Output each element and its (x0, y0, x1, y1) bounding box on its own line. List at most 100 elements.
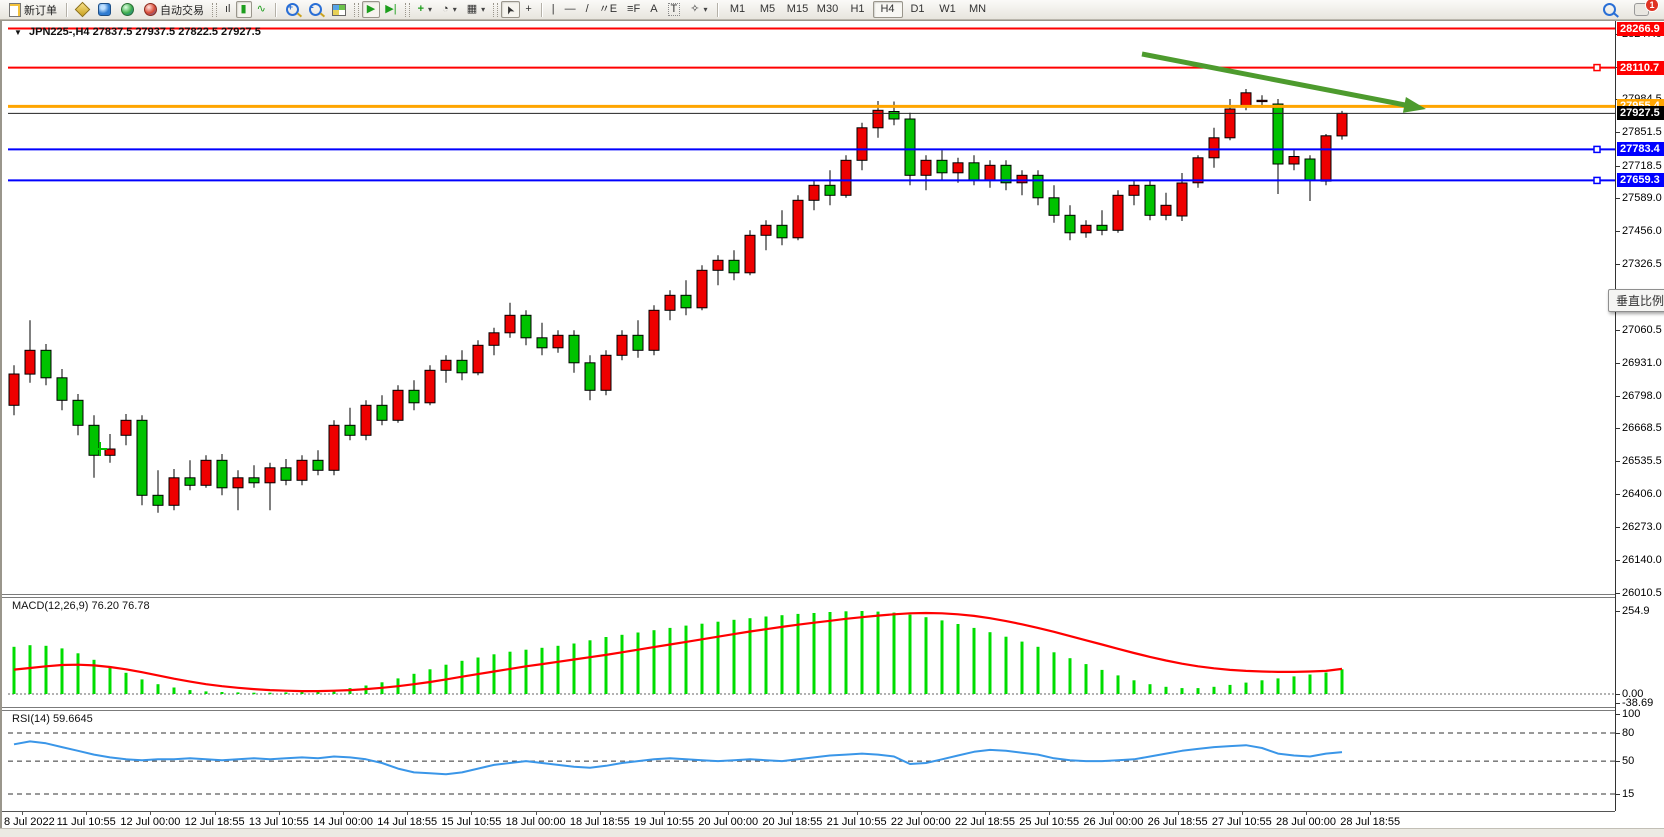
template-icon: ▦ (466, 3, 478, 15)
search-button[interactable] (1598, 1, 1621, 18)
axis-tick (1616, 560, 1620, 562)
cursor-tool-button[interactable]: ➤ (501, 1, 521, 18)
new-order-button[interactable]: 新订单 (4, 1, 62, 18)
price-tick-label: 27456.0 (1622, 225, 1662, 238)
autotrading-label: 自动交易 (160, 4, 204, 17)
time-label: 22 Jul 18:55 (955, 816, 1015, 828)
timeframe-button-mn[interactable]: MN (968, 3, 987, 15)
new-order-icon (9, 2, 21, 17)
time-label: 21 Jul 10:55 (826, 816, 887, 828)
axis-tick (1616, 263, 1620, 265)
signals-button[interactable] (116, 1, 139, 18)
zoom-in-button[interactable]: + (281, 1, 304, 18)
fibonacci-tool-button[interactable]: ≡F (622, 1, 645, 18)
time-axis-tick (985, 812, 986, 815)
time-axis-tick (150, 812, 152, 815)
line-chart-button[interactable]: ∿ (252, 1, 271, 18)
chart-shift-button[interactable]: ▶| (380, 1, 401, 18)
time-axis-tick (22, 812, 23, 815)
main-toolbar: 新订单 自动交易 ıl ▮ ∿ + - ▶ ▶| + ▾ ◔ ▾ ▦ ▾ ➤ + | … (0, 0, 1664, 20)
symbols-button[interactable] (72, 1, 93, 18)
price-axis[interactable]: 28247.028114.027984.527851.527718.527589… (1615, 21, 1664, 811)
axis-tick (1616, 761, 1620, 763)
timeframe-button-m15[interactable]: M15 (786, 3, 809, 15)
auto-scroll-button[interactable]: ▶ (361, 1, 381, 18)
time-label: 12 Jul 18:55 (184, 816, 245, 828)
time-axis-tick (214, 812, 216, 815)
time-axis-tick (664, 812, 665, 815)
time-label: 18 Jul 00:00 (505, 816, 566, 828)
price-tick-label: 26535.5 (1622, 455, 1662, 468)
chevron-down-icon: ▾ (703, 5, 708, 14)
axis-tick (1616, 493, 1620, 495)
time-axis-tick (599, 812, 601, 815)
price-tick-label: 26668.5 (1622, 422, 1662, 435)
toolbar-separator (274, 2, 277, 17)
toolbar-grip (493, 2, 499, 17)
price-chart-canvas[interactable] (8, 23, 1615, 594)
toolbar-separator (540, 2, 543, 17)
axis-tick (1616, 694, 1620, 695)
rsi-panel-canvas[interactable] (8, 709, 1615, 809)
timeframe-button-h4[interactable]: H4 (872, 1, 903, 18)
chevron-down-icon: ▾ (428, 5, 433, 14)
arrows-tool-button[interactable]: ✧ ▾ (685, 1, 712, 18)
time-axis-tick (278, 812, 280, 815)
autotrading-button[interactable]: 自动交易 (139, 1, 209, 18)
trendline-tool-button[interactable]: / (581, 1, 594, 18)
rsi-scale-label: 15 (1622, 787, 1635, 800)
periods-button[interactable]: ◔ ▾ (437, 1, 462, 18)
panel-separator[interactable] (2, 594, 1664, 598)
axis-tick (1616, 611, 1620, 612)
crosshair-tool-button[interactable]: + (520, 1, 536, 18)
hline-price-badge: 27659.3 (1617, 173, 1664, 187)
candlestick-chart-button[interactable]: ▮ (235, 1, 252, 18)
timeframe-button-m30[interactable]: M30 (816, 3, 839, 15)
axis-tick (1616, 330, 1620, 332)
text-tool-button[interactable]: A (645, 1, 662, 18)
time-label: 20 Jul 00:00 (698, 816, 759, 828)
rsi-scale-label: 50 (1622, 755, 1635, 768)
indicators-button[interactable]: + ▾ (413, 1, 437, 18)
price-tick-label: 27060.5 (1622, 324, 1662, 337)
macd-label: MACD(12,26,9) 76.20 76.78 (12, 600, 150, 612)
price-tick-label: 26798.0 (1622, 389, 1662, 402)
bar-chart-button[interactable]: ıl (220, 1, 236, 18)
timeframe-button-m1[interactable]: M1 (729, 3, 746, 15)
toolbar-grip (212, 2, 217, 17)
tile-windows-button[interactable] (327, 1, 351, 18)
cursor-icon: ➤ (502, 2, 518, 17)
time-axis-tick (471, 812, 473, 815)
axis-tick (1616, 714, 1620, 716)
vertical-line-tool-button[interactable]: | (547, 1, 560, 18)
notifications-button[interactable]: 1 (1629, 0, 1659, 18)
data-window-button[interactable] (93, 1, 116, 18)
price-tick-label: 27851.5 (1622, 126, 1662, 139)
time-axis-tick (1241, 812, 1243, 815)
channel-tool-button[interactable]: 〃E (594, 1, 622, 18)
fibonacci-icon: ≡F (627, 3, 641, 15)
zoom-out-button[interactable]: - (304, 1, 327, 18)
timeframe-button-w1[interactable]: W1 (939, 3, 956, 15)
label-tool-button[interactable]: T (663, 1, 686, 18)
timeframe-button-m5[interactable]: M5 (759, 3, 776, 15)
time-label: 28 Jul 18:55 (1340, 816, 1401, 828)
horizontal-line-tool-button[interactable]: — (560, 1, 581, 18)
time-axis[interactable]: 8 Jul 2022 11 Jul 10:55 12 Jul 00:00 12 Jul… (2, 811, 1615, 830)
templates-button[interactable]: ▦ ▾ (462, 1, 490, 18)
time-axis-tick (1306, 812, 1307, 815)
axis-tick (1616, 395, 1620, 397)
timeframe-button-h1[interactable]: H1 (850, 3, 865, 15)
vertical-scale-tooltip: 垂直比例 (1608, 289, 1664, 312)
macd-panel-canvas[interactable] (8, 596, 1615, 707)
axis-tick (1616, 165, 1620, 167)
chart-title: ▼ JPN225-,H4 27837.5 27937.5 27822.5 279… (14, 26, 261, 38)
timeframe-button-d1[interactable]: D1 (910, 3, 925, 15)
price-tick-label: 26931.0 (1622, 356, 1662, 369)
panel-separator[interactable] (2, 707, 1664, 711)
chart-shift-icon: ▶| (385, 3, 397, 15)
current-price-badge: 27927.5 (1617, 106, 1664, 120)
signal-sphere-icon (121, 3, 134, 16)
vertical-line-icon: | (551, 3, 555, 15)
time-label: 12 Jul 00:00 (120, 816, 181, 828)
